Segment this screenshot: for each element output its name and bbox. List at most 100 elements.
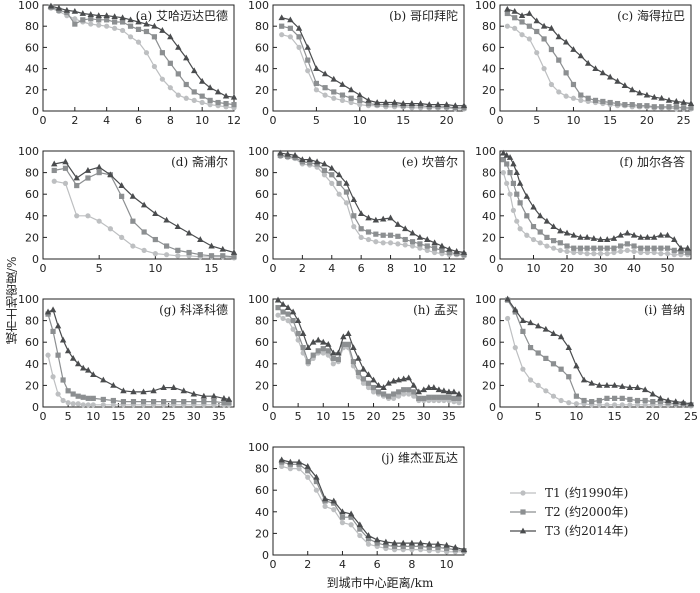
- data-point-t2: [591, 245, 597, 251]
- data-point-t1: [80, 402, 86, 408]
- data-point-t2: [557, 240, 563, 246]
- data-point-t2: [191, 89, 197, 95]
- data-point-t2: [395, 233, 401, 239]
- x-tick-label: 30: [594, 262, 608, 275]
- y-tick-label: 40: [255, 506, 269, 519]
- data-point-t1: [406, 391, 412, 397]
- data-point-t2: [417, 241, 423, 247]
- data-point-t3: [289, 308, 297, 315]
- data-point-t2: [658, 245, 664, 251]
- data-point-t3: [347, 86, 355, 93]
- data-point-t3: [306, 156, 313, 163]
- data-point-t1: [551, 245, 557, 251]
- data-point-t3: [80, 364, 87, 371]
- data-point-t2: [426, 394, 432, 400]
- data-point-t2: [355, 369, 362, 376]
- data-point-t1: [627, 402, 633, 408]
- x-tick-label: 20: [560, 262, 574, 275]
- data-point-t2: [624, 241, 630, 247]
- series-line-t1: [507, 25, 691, 110]
- x-tick-label: 20: [640, 114, 654, 127]
- data-point-t1: [638, 249, 644, 256]
- plot-frame: [42, 150, 235, 260]
- data-point-t3: [135, 18, 142, 25]
- data-point-t2: [175, 247, 181, 253]
- data-point-t2: [530, 224, 537, 230]
- data-point-t1: [85, 402, 91, 408]
- data-point-t2: [678, 248, 684, 255]
- y-tick-label: 20: [482, 231, 496, 244]
- data-point-t3: [643, 91, 651, 98]
- data-point-t2: [357, 97, 363, 103]
- data-point-t3: [450, 388, 458, 395]
- data-point-t3: [150, 387, 157, 394]
- data-point-t3: [435, 386, 443, 393]
- data-point-t1: [526, 36, 532, 42]
- data-point-t2: [592, 97, 599, 103]
- data-point-t3: [518, 12, 526, 18]
- data-point-t1: [510, 207, 517, 213]
- data-point-t3: [160, 384, 167, 390]
- data-point-t3: [71, 7, 79, 14]
- data-point-t2: [651, 104, 657, 110]
- y-tick-label: 0: [262, 401, 269, 414]
- data-point-t3: [380, 384, 387, 390]
- data-point-t3: [84, 167, 92, 173]
- data-point-t1: [325, 352, 331, 358]
- data-point-t1: [411, 393, 417, 399]
- plot-frame: [499, 4, 692, 112]
- plot-frame: [272, 446, 465, 556]
- data-point-t2: [231, 254, 237, 260]
- data-point-t1: [285, 318, 291, 324]
- data-point-t3: [291, 151, 299, 158]
- data-point-t3: [51, 160, 58, 167]
- data-point-t3: [580, 376, 588, 383]
- data-point-t3: [100, 376, 107, 383]
- data-point-t3: [603, 382, 611, 388]
- x-tick-label: 10: [569, 410, 583, 423]
- data-point-t3: [299, 156, 306, 163]
- data-point-t2: [638, 245, 644, 251]
- data-point-t1: [417, 245, 423, 251]
- data-point-t2: [584, 245, 590, 251]
- data-point-t2: [119, 193, 125, 199]
- data-point-t2: [358, 226, 364, 232]
- data-point-t1: [112, 25, 118, 31]
- data-point-t2: [336, 180, 342, 186]
- data-point-t3: [118, 182, 125, 188]
- data-point-t3: [304, 344, 312, 350]
- data-point-t3: [49, 306, 57, 313]
- data-point-t1: [287, 34, 293, 40]
- data-point-t3: [684, 244, 691, 251]
- data-point-t2: [629, 102, 635, 108]
- data-point-t3: [360, 365, 367, 372]
- y-tick-label: 0: [262, 549, 269, 562]
- x-tick-label: 10: [353, 114, 367, 127]
- data-point-t2: [329, 172, 335, 178]
- data-point-t2: [279, 23, 285, 29]
- data-point-t1: [396, 393, 402, 399]
- data-point-t1: [143, 50, 150, 56]
- x-tick-label: 0: [40, 114, 47, 127]
- data-point-t3: [295, 24, 303, 31]
- y-tick-label: 60: [25, 41, 39, 54]
- data-point-t2: [666, 104, 672, 110]
- data-point-t3: [321, 495, 329, 502]
- data-point-t3: [677, 244, 685, 251]
- data-point-t3: [438, 242, 446, 249]
- data-point-t2: [119, 19, 126, 25]
- data-point-t2: [183, 81, 189, 88]
- subplot-6: 0 10 20 30 40 50 0 20 40 60 80 100 (f) 加尔各答: [475, 145, 692, 275]
- subplot-1: 0 2 4 6 8 10 12 0 20 40 60 80 100 (a) 艾哈迈达巴德: [18, 0, 241, 127]
- y-tick-label: 0: [489, 401, 496, 414]
- data-point-t1: [159, 76, 165, 82]
- x-tick-label: 5: [295, 410, 302, 423]
- x-tick-label: 20: [646, 410, 660, 423]
- data-point-t2: [305, 359, 311, 365]
- data-point-t3: [440, 387, 448, 394]
- data-point-t3: [658, 94, 665, 101]
- data-point-t3: [500, 149, 507, 156]
- data-point-t3: [583, 234, 591, 240]
- data-point-t2: [543, 355, 549, 361]
- data-point-t3: [590, 235, 598, 241]
